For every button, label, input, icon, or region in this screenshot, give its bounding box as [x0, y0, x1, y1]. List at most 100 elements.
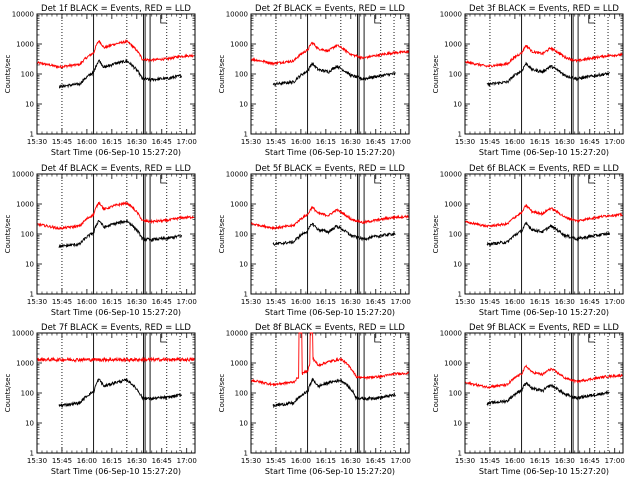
y-tick-label: 100 [21, 71, 34, 79]
x-tick-label: 16:30 [555, 298, 575, 306]
y-tick-label: 1 [458, 131, 462, 139]
x-tick-label: 17:00 [177, 298, 197, 306]
x-tick-label: 16:15 [102, 138, 122, 146]
y-tick-label: 100 [235, 390, 248, 398]
x-tick-label: 16:30 [341, 298, 361, 306]
x-tick-label: 15:45 [52, 138, 72, 146]
x-tick-label: 16:15 [316, 298, 336, 306]
y-tick-label: 1000 [444, 201, 462, 209]
x-tick-label: 16:15 [316, 457, 336, 465]
y-tick-label: 1 [30, 450, 34, 458]
y-tick-label: 10 [25, 420, 34, 428]
y-tick-label: 1000 [16, 201, 34, 209]
y-tick-label: 1000 [230, 41, 248, 49]
y-tick-label: 10 [239, 261, 248, 269]
y-tick-label: 10000 [12, 330, 34, 338]
x-tick-label: 16:45 [152, 138, 172, 146]
x-tick-label: 16:00 [505, 138, 525, 146]
attenuator-marker [374, 334, 381, 343]
y-tick-label: 10000 [226, 330, 248, 338]
x-tick-label: 15:30 [241, 138, 261, 146]
x-axis-label: Start Time (06-Sep-10 15:27:20) [479, 308, 609, 317]
y-tick-label: 100 [449, 390, 462, 398]
x-tick-label: 17:00 [391, 457, 411, 465]
series-lld-line [465, 364, 623, 390]
y-tick-label: 10 [25, 101, 34, 109]
x-axis-label: Start Time (06-Sep-10 15:27:20) [51, 467, 181, 476]
x-tick-label: 16:00 [77, 298, 97, 306]
panel-det-8: Det 8f BLACK = Events, RED = LLD Counts/s… [218, 323, 411, 476]
plot-frame [250, 332, 410, 454]
x-tick-label: 15:30 [241, 298, 261, 306]
x-tick-label: 16:45 [580, 138, 600, 146]
x-tick-label: 15:45 [480, 138, 500, 146]
x-axis-label: Start Time (06-Sep-10 15:27:20) [51, 308, 181, 317]
y-tick-label: 1000 [444, 360, 462, 368]
x-tick-label: 17:00 [605, 298, 625, 306]
y-tick-label: 100 [449, 231, 462, 239]
y-tick-label: 1 [30, 131, 34, 139]
series-lld-line [37, 39, 195, 70]
y-axis-label: Counts/sec [218, 215, 226, 254]
panel-title: Det 5f BLACK = Events, RED = LLD [255, 164, 405, 174]
x-tick-label: 16:15 [102, 457, 122, 465]
x-tick-label: 16:45 [152, 298, 172, 306]
x-tick-label: 16:45 [366, 298, 386, 306]
x-tick-label: 16:30 [555, 138, 575, 146]
panel-det-6: Det 6f BLACK = Events, RED = LLD Counts/s… [432, 164, 625, 317]
x-tick-label: 16:30 [555, 457, 575, 465]
x-tick-label: 16:00 [505, 298, 525, 306]
x-tick-label: 16:30 [127, 457, 147, 465]
x-tick-label: 16:15 [530, 138, 550, 146]
plot-frame [36, 332, 196, 454]
y-tick-label: 1000 [444, 41, 462, 49]
panel-title: Det 8f BLACK = Events, RED = LLD [255, 323, 405, 333]
x-tick-label: 16:00 [291, 138, 311, 146]
attenuator-marker [588, 175, 595, 184]
x-tick-label: 15:30 [27, 298, 47, 306]
series-lld-line [465, 203, 623, 228]
x-tick-label: 16:45 [366, 138, 386, 146]
y-tick-label: 10000 [226, 11, 248, 19]
x-tick-label: 15:45 [52, 457, 72, 465]
y-tick-label: 10 [453, 261, 462, 269]
attenuator-marker [588, 334, 595, 343]
series-events-line [272, 222, 396, 246]
plot-frame [36, 173, 196, 295]
x-tick-label: 16:15 [530, 457, 550, 465]
panel-det-9: Det 9f BLACK = Events, RED = LLD Counts/s… [432, 323, 625, 476]
panel-title: Det 7f BLACK = Events, RED = LLD [41, 323, 191, 333]
y-axis-label: Counts/sec [432, 55, 440, 94]
x-tick-label: 15:45 [266, 138, 286, 146]
panel-title: Det 1f BLACK = Events, RED = LLD [41, 4, 191, 14]
y-tick-label: 1000 [16, 360, 34, 368]
attenuator-marker [588, 15, 595, 24]
y-tick-label: 100 [21, 390, 34, 398]
panel-title: Det 6f BLACK = Events, RED = LLD [469, 164, 619, 174]
x-tick-label: 16:30 [127, 298, 147, 306]
x-tick-label: 15:30 [27, 457, 47, 465]
series-lld-line [37, 356, 195, 363]
x-tick-label: 16:15 [530, 298, 550, 306]
y-tick-label: 10000 [440, 11, 462, 19]
series-lld-line [251, 41, 409, 67]
panel-det-2: Det 2f BLACK = Events, RED = LLD Counts/s… [218, 4, 411, 157]
series-events-line [486, 221, 610, 247]
x-axis-label: Start Time (06-Sep-10 15:27:20) [265, 148, 395, 157]
series-events-line [272, 62, 396, 87]
y-tick-label: 100 [449, 71, 462, 79]
attenuator-marker [160, 175, 167, 184]
panel-title: Det 3f BLACK = Events, RED = LLD [469, 4, 619, 14]
series-events-line [486, 381, 610, 407]
x-tick-label: 17:00 [605, 138, 625, 146]
y-axis-label: Counts/sec [218, 55, 226, 94]
x-tick-label: 16:15 [316, 138, 336, 146]
series-events-line [58, 58, 182, 89]
y-tick-label: 1 [244, 450, 248, 458]
x-tick-label: 15:45 [480, 298, 500, 306]
x-tick-label: 15:30 [241, 457, 261, 465]
panel-det-1: Det 1f BLACK = Events, RED = LLD Counts/s… [4, 4, 197, 157]
x-tick-label: 15:30 [27, 138, 47, 146]
series-events-line [272, 377, 396, 409]
